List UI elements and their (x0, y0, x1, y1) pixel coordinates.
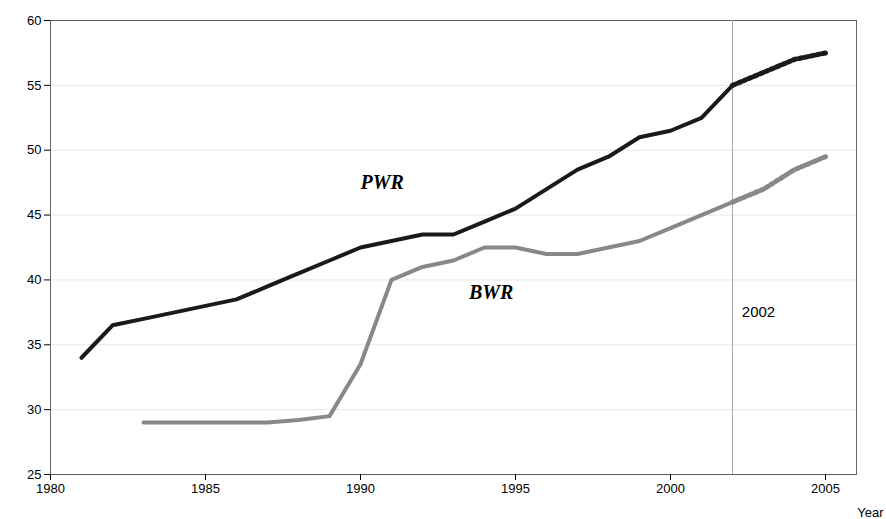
svg-text:1990: 1990 (346, 481, 375, 496)
svg-text:35: 35 (27, 337, 41, 352)
svg-text:PWR: PWR (360, 171, 404, 193)
svg-text:45: 45 (27, 207, 41, 222)
svg-text:2005: 2005 (811, 481, 840, 496)
svg-text:60: 60 (27, 13, 41, 28)
svg-text:30: 30 (27, 402, 41, 417)
svg-text:1985: 1985 (191, 481, 220, 496)
svg-text:50: 50 (27, 142, 41, 157)
svg-text:1980: 1980 (36, 481, 65, 496)
svg-text:2002: 2002 (742, 303, 775, 320)
svg-text:55: 55 (27, 78, 41, 93)
svg-text:BWR: BWR (468, 281, 513, 303)
svg-text:40: 40 (27, 272, 41, 287)
svg-text:2000: 2000 (656, 481, 685, 496)
svg-text:1995: 1995 (501, 481, 530, 496)
svg-text:Year: Year (857, 505, 884, 519)
svg-text:25: 25 (27, 467, 41, 482)
